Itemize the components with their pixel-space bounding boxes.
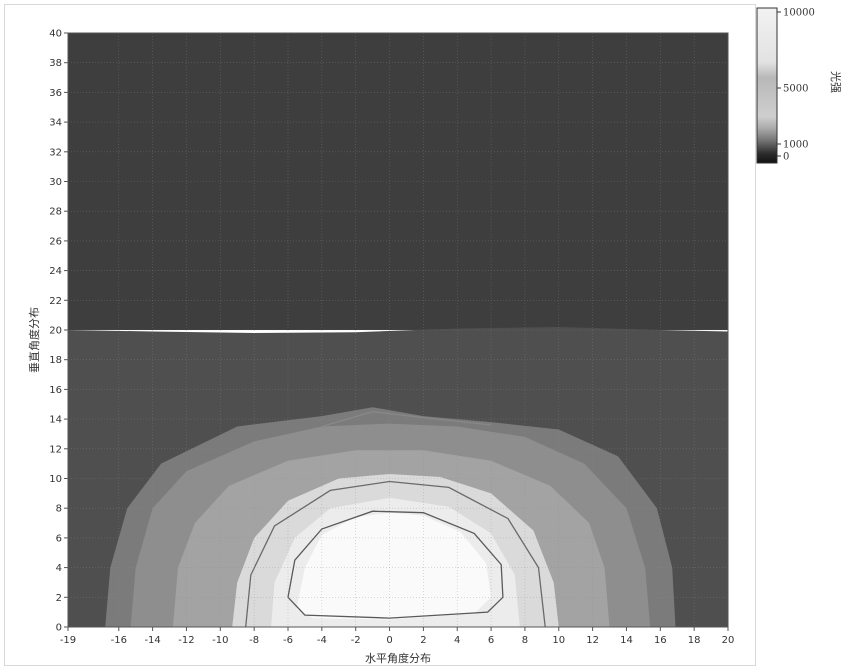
y-tick-label: 32 xyxy=(49,147,62,158)
y-tick-label: 10 xyxy=(49,474,62,485)
contour-line xyxy=(245,480,546,627)
y-tick-label: 2 xyxy=(56,593,62,604)
x-tick-label: 4 xyxy=(454,635,460,646)
x-tick-label: -19 xyxy=(60,635,76,646)
grid xyxy=(68,33,728,627)
y-tick-label: 28 xyxy=(49,207,62,218)
x-tick-label: -12 xyxy=(178,635,194,646)
colorbar-title: 光强 xyxy=(829,71,841,93)
colorbar: 10000 5000 10000 xyxy=(756,7,815,164)
x-tick-label: -2 xyxy=(351,635,361,646)
y-tick-label: 20 xyxy=(49,326,62,337)
plot-area xyxy=(68,33,728,627)
y-tick-label: 4 xyxy=(56,563,62,574)
x-tick-label: 0 xyxy=(386,635,392,646)
y-tick-label: 6 xyxy=(56,533,62,544)
x-tick-label: 6 xyxy=(488,635,494,646)
contour-line xyxy=(287,510,504,619)
heatmap-region-peak xyxy=(296,512,492,620)
colorbar-gradient xyxy=(756,7,778,164)
x-tick-label: -8 xyxy=(249,635,259,646)
x-tick-label: -10 xyxy=(212,635,228,646)
x-tick-label: -4 xyxy=(317,635,327,646)
y-tick-label: 12 xyxy=(49,444,62,455)
colorbar-tick-label: 1000 xyxy=(783,140,808,151)
x-axis-title: 水平角度分布 xyxy=(365,651,431,665)
x-tick-label: 12 xyxy=(586,635,599,646)
x-tick-label: 18 xyxy=(688,635,701,646)
y-tick-label: 38 xyxy=(49,58,62,69)
colorbar-tick-label: 0 xyxy=(783,152,789,163)
y-tick-label: 8 xyxy=(56,504,62,515)
x-tick-label: -6 xyxy=(283,635,293,646)
colorbar-tick-label: 10000 xyxy=(783,8,815,19)
x-tick-label: 10 xyxy=(552,635,565,646)
x-tick-label: 16 xyxy=(654,635,667,646)
y-tick-label: 30 xyxy=(49,177,62,188)
y-tick-label: 18 xyxy=(49,355,62,366)
y-axis-title: 垂直角度分布 xyxy=(27,307,41,373)
y-tick-label: 40 xyxy=(49,29,62,40)
contour-line xyxy=(321,411,492,428)
x-tick-label: -14 xyxy=(144,635,160,646)
y-tick-label: 22 xyxy=(49,296,62,307)
y-tick-label: 36 xyxy=(49,88,62,99)
colorbar-tick-label: 5000 xyxy=(783,84,808,95)
y-tick-label: 34 xyxy=(49,118,62,129)
x-tick-label: 2 xyxy=(420,635,426,646)
x-tick-label: -16 xyxy=(111,635,127,646)
y-tick-label: 26 xyxy=(49,236,62,247)
y-tick-label: 0 xyxy=(56,623,62,634)
y-tick-label: 14 xyxy=(49,415,62,426)
x-tick-label: 20 xyxy=(722,635,735,646)
x-tick-label: 14 xyxy=(620,635,633,646)
y-tick-label: 24 xyxy=(49,266,62,277)
chart-frame xyxy=(4,4,756,666)
axes: -19 -16 -14 -12 -10 -8 -6 -4 -2 0 2 4 6 8 10 12 14 16 18 20… xyxy=(49,29,734,647)
x-tick-label: 8 xyxy=(522,635,528,646)
y-tick-label: 16 xyxy=(49,385,62,396)
